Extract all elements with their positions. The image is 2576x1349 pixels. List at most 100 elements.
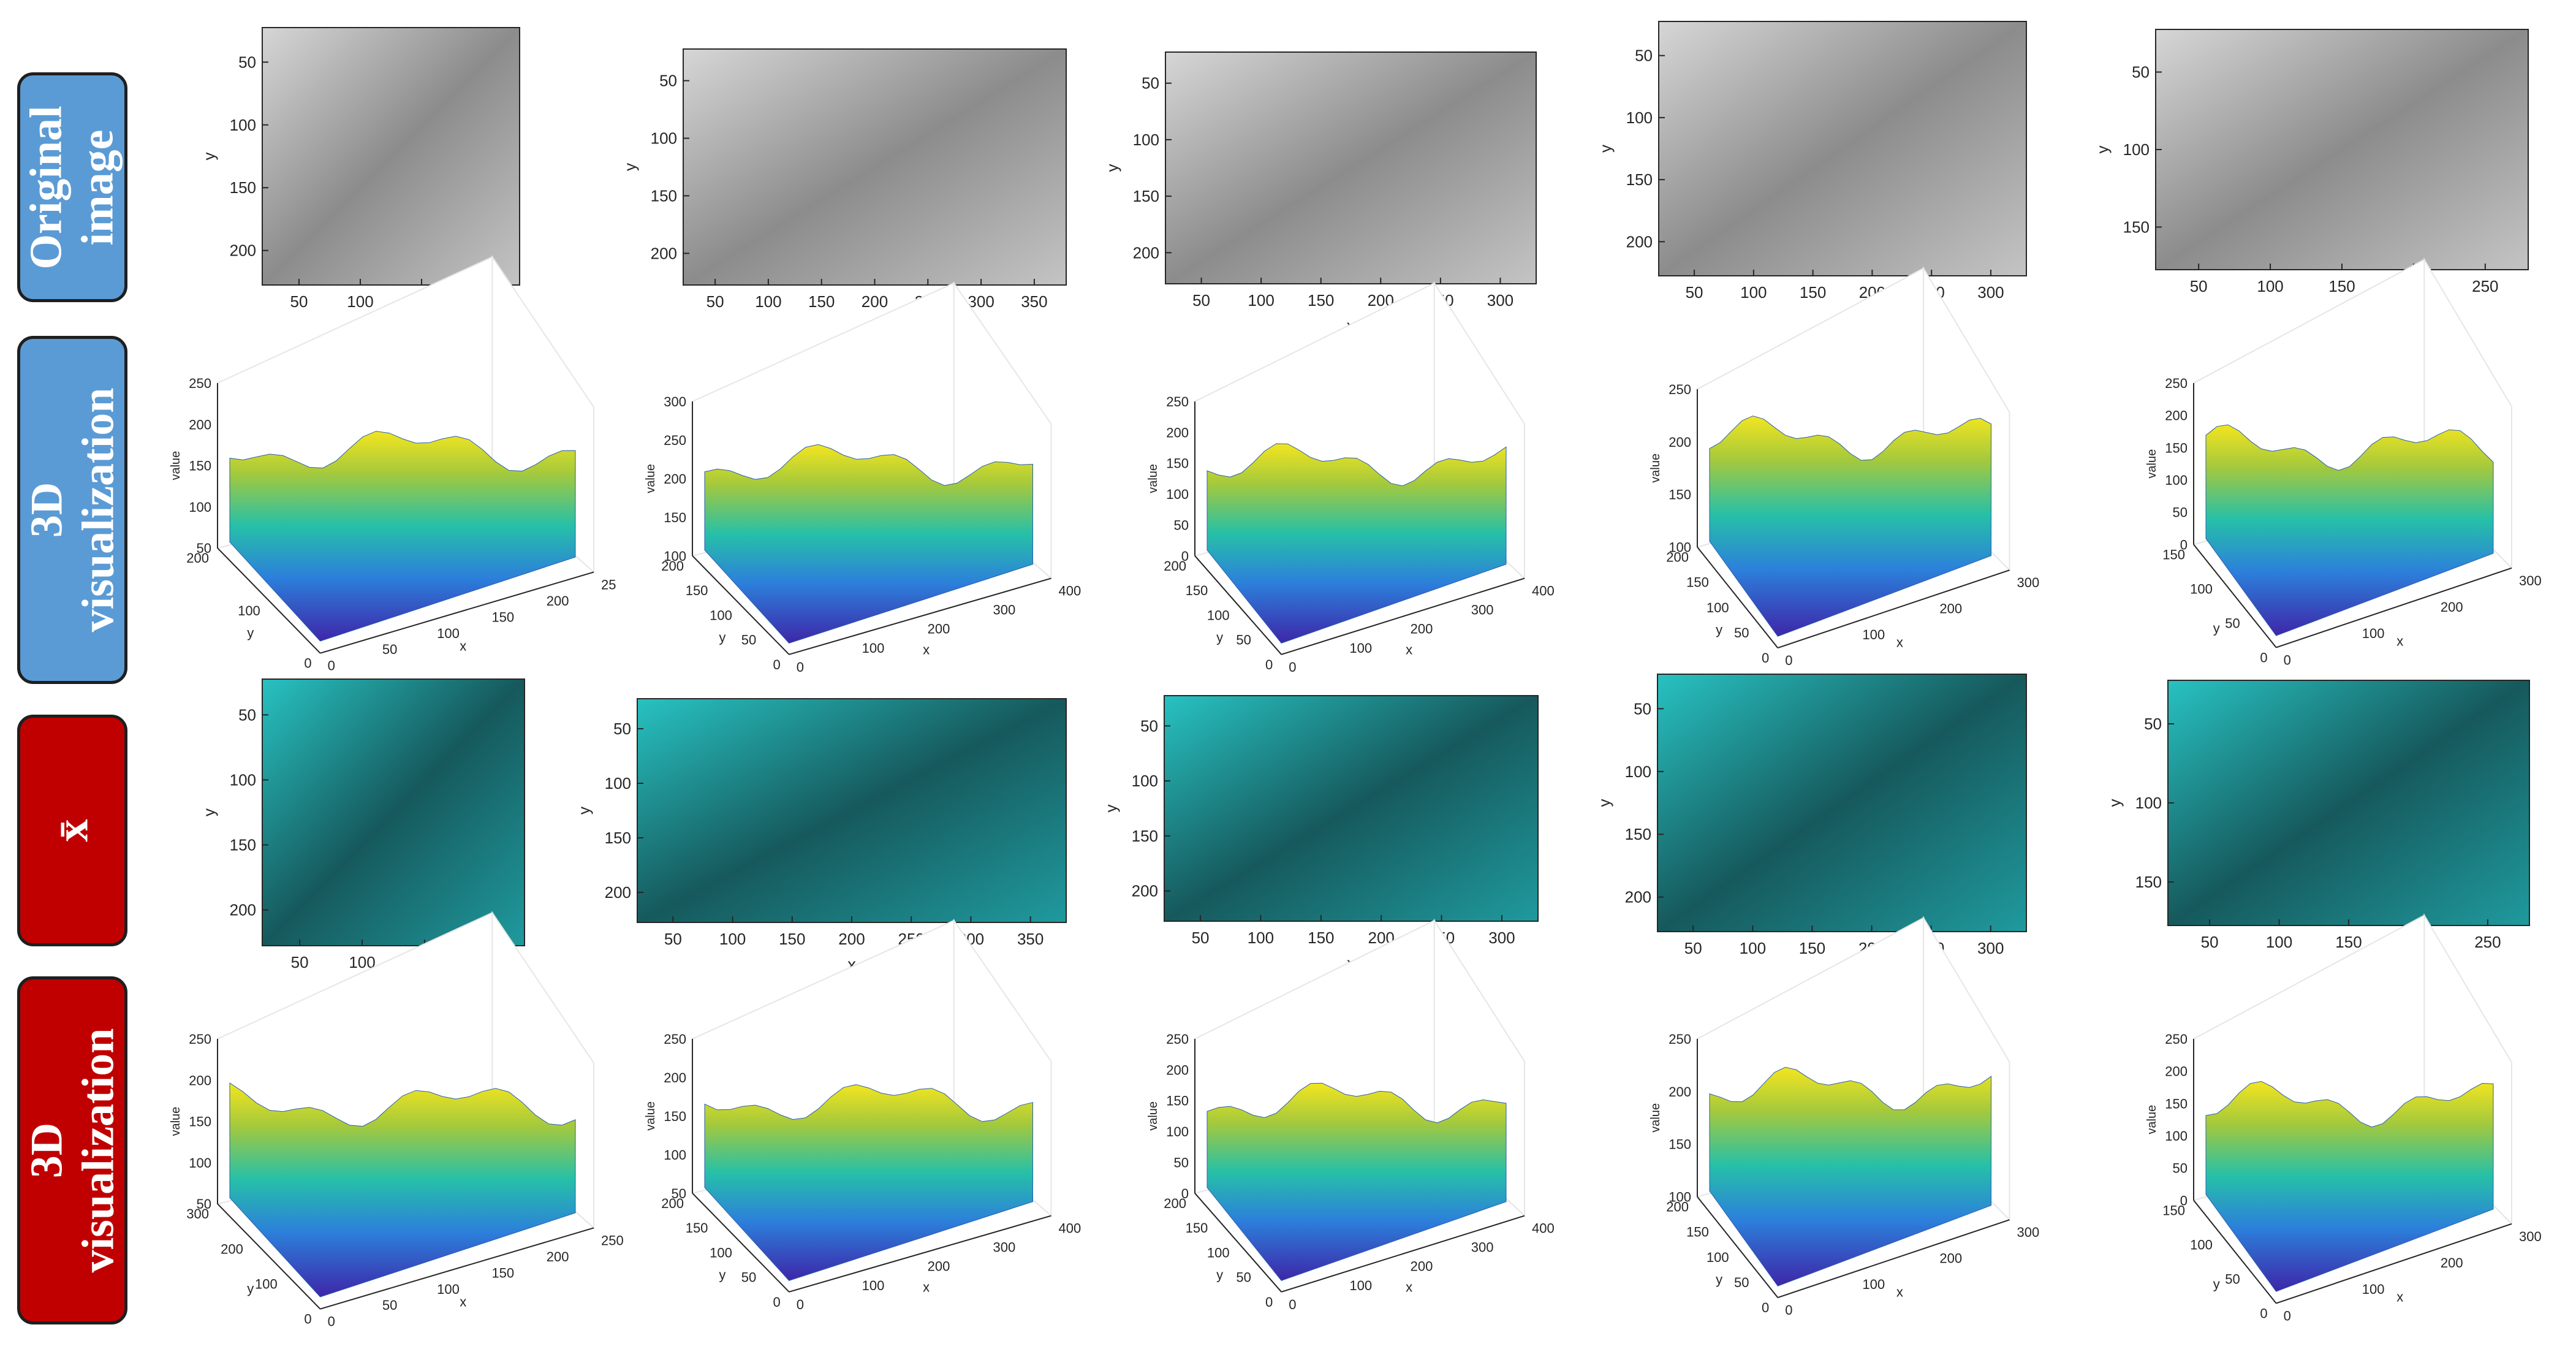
x-tick-label: 100 [1248, 929, 1274, 947]
y-tick-label: 50 [1734, 625, 1749, 640]
x-tick-label: 50 [707, 292, 724, 311]
y-axis [217, 547, 321, 654]
z-tick-label: 100 [2165, 473, 2188, 488]
y-tick-label: 200 [1666, 550, 1689, 565]
z-tick-label: 300 [664, 394, 686, 409]
y-axis [692, 555, 790, 655]
z-tick-label: 250 [189, 1032, 211, 1047]
x-tick-label: 200 [1939, 1251, 1962, 1266]
z-tick-label: 100 [664, 549, 686, 564]
z-tick-label: 250 [189, 376, 211, 391]
y-axis-label: y [1716, 1272, 1722, 1287]
z-tick-label: 100 [664, 1147, 686, 1163]
x-tick-label: 300 [1488, 929, 1515, 947]
row-label-2: 3D visualization [17, 336, 127, 684]
x-tick-label: 350 [1021, 292, 1047, 311]
x-tick-label: 50 [382, 642, 397, 657]
z-tick-label: 0 [2180, 1193, 2188, 1208]
y-axis [1194, 555, 1282, 655]
image-panel: 5010015020025050100150xy [2105, 680, 2530, 977]
x-tick-label: 0 [797, 659, 804, 675]
y-axis-label: y [621, 163, 639, 171]
z-axis-label: value [2145, 449, 2159, 479]
y-tick-label: 100 [2190, 581, 2213, 596]
z-tick-label: 150 [189, 1114, 211, 1130]
x-tick-label: 150 [1308, 291, 1334, 310]
surface-panel: 0 50 100 150 200 250 value 0 50 100 150 y 0 100 200 300… [2145, 257, 2542, 667]
x-tick-label: 150 [808, 292, 835, 311]
x-axis-label: x [460, 639, 466, 654]
y-tick-label: 200 [1132, 882, 1158, 900]
z-tick-label: 50 [1174, 1155, 1189, 1170]
z-tick-label: 250 [1166, 1032, 1189, 1047]
x-tick-label: 200 [547, 593, 569, 609]
surface-mesh [229, 1082, 576, 1298]
y-tick-label: 100 [2190, 1237, 2213, 1252]
z-tick-label: 150 [1166, 456, 1189, 471]
x-tick-label: 150 [2335, 933, 2362, 951]
row-label-1: Original image [17, 72, 127, 302]
x-tick-label: 100 [437, 1282, 460, 1297]
y-tick-label: 200 [1133, 243, 1159, 262]
z-tick-label: 200 [1166, 425, 1189, 440]
y-tick-label: 50 [1236, 1270, 1251, 1285]
y-axis [2193, 544, 2277, 648]
x-axis [1777, 569, 2010, 649]
x-tick-label: 100 [862, 640, 885, 656]
z-tick-label: 200 [2165, 408, 2188, 424]
z-tick-label: 100 [2165, 1128, 2188, 1144]
x-tick-label: 50 [2190, 277, 2208, 295]
y-tick-label: 0 [1762, 650, 1769, 666]
y-axis [1697, 1196, 1779, 1298]
y-tick-label: 200 [1666, 1199, 1689, 1215]
x-axis-label: x [1406, 642, 1412, 658]
x-tick-label: 150 [491, 609, 514, 625]
y-axis-label: y [575, 807, 593, 815]
y-axis-label: y [200, 808, 218, 816]
row-label-4: 3D visualization [17, 976, 127, 1324]
x-tick-label: 150 [1308, 929, 1334, 947]
x-axis-label: x [1896, 635, 1903, 650]
x-tick-label: 100 [2266, 933, 2292, 951]
y-tick-label: 100 [2123, 140, 2150, 159]
x-tick-label: 250 [2472, 277, 2498, 295]
y-axis-label: y [1102, 805, 1120, 813]
x-axis-label: x [2396, 634, 2403, 649]
x-tick-label: 50 [2201, 933, 2219, 951]
y-tick-label: 150 [686, 1220, 708, 1236]
image-panel: 5010015020025030050100150200xy [1595, 674, 2027, 983]
z-tick-label: 150 [189, 458, 211, 474]
y-axis-label: y [247, 625, 254, 640]
x-tick-label: 300 [1471, 1240, 1494, 1255]
x-tick-label: 300 [1977, 283, 2004, 302]
image-area [1165, 51, 1537, 284]
x-tick-label: 300 [1471, 602, 1494, 618]
z-tick-label: 50 [672, 1186, 686, 1201]
x-axis [2276, 567, 2512, 648]
x-tick-label: 200 [862, 292, 888, 311]
surface-mesh [1207, 1082, 1507, 1281]
y-tick-label: 50 [1236, 633, 1251, 648]
surface-mesh [1207, 443, 1507, 644]
x-tick-label: 200 [1411, 1259, 1433, 1274]
z-axis-label: value [169, 1107, 183, 1136]
y-tick-label: 200 [230, 241, 256, 260]
y-axis [692, 1193, 790, 1293]
x-tick-label: 400 [1532, 1221, 1555, 1236]
z-tick-label: 100 [189, 500, 211, 515]
z-tick-label: 200 [189, 417, 211, 432]
y-axis-label: y [1103, 164, 1121, 172]
x-tick-label: 250 [2474, 933, 2501, 951]
y-tick-label: 200 [230, 901, 256, 919]
x-tick-label: 300 [2519, 573, 2542, 588]
image-panel: 5010015020025030050100150200xy [1102, 695, 1539, 973]
y-axis-label: y [2105, 799, 2124, 807]
x-axis [1777, 1219, 2010, 1299]
surface-mesh [2205, 424, 2494, 636]
y-tick-label: 200 [1626, 232, 1653, 251]
x-axis-label: x [1896, 1285, 1903, 1300]
x-tick-label: 25 [601, 577, 616, 592]
surface-panel: 100150200250value050100150200y0100200300… [1649, 915, 2039, 1318]
